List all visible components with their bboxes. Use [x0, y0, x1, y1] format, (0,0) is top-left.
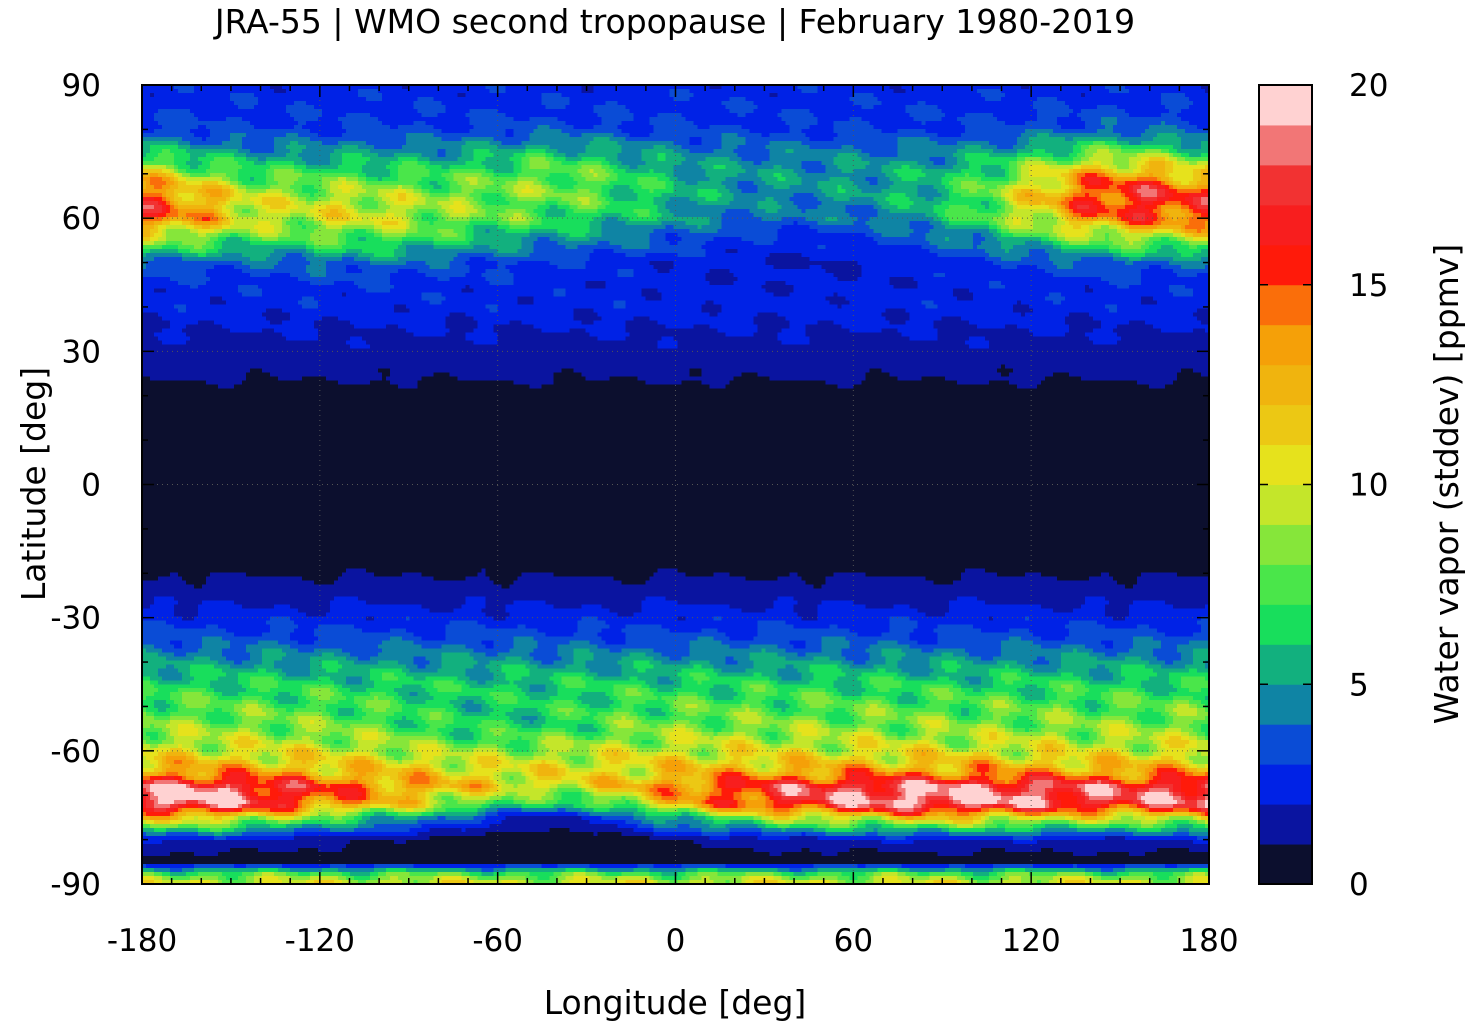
colorbar-tick-label: 20	[1349, 68, 1388, 104]
x-tick-label: 60	[834, 923, 873, 959]
colorbar-tick-label: 0	[1349, 867, 1369, 903]
y-tick-label: 30	[62, 334, 101, 370]
plot-area	[141, 84, 1210, 885]
colorbar-ticks: 0 5 10 15 20	[1259, 68, 1388, 903]
y-tick-label: 60	[62, 201, 101, 237]
colorbar-swatch	[1259, 724, 1312, 765]
x-tick-label: 120	[1002, 923, 1061, 959]
colorbar-tick-label: 5	[1349, 667, 1369, 703]
colorbar-swatch	[1259, 164, 1312, 206]
x-axis-label: Longitude [deg]	[544, 983, 807, 1022]
y-axis-label: Latitude [deg]	[14, 367, 53, 601]
colorbar-swatch	[1259, 204, 1312, 246]
y-tick-label: -60	[50, 734, 101, 770]
x-axis-ticks: -180 -120 -60 0 60 120 180	[107, 923, 1239, 959]
colorbar-swatch	[1259, 124, 1312, 166]
y-tick-label: -90	[50, 867, 101, 903]
x-tick-label: 180	[1179, 923, 1238, 959]
colorbar-tick-label: 10	[1349, 468, 1388, 504]
x-tick-label: 0	[666, 923, 686, 959]
colorbar-label: Water vapor (stddev) [ppmv]	[1427, 244, 1466, 724]
colorbar-swatch	[1259, 364, 1312, 406]
colorbar-swatch	[1259, 284, 1312, 326]
colorbar: 0 5 10 15 20 Water vapor (stddev) [ppmv]	[1258, 68, 1466, 903]
colorbar-swatch	[1259, 604, 1312, 645]
colorbar-swatch	[1259, 524, 1312, 565]
colorbar-swatch	[1259, 324, 1312, 366]
colorbar-swatch	[1259, 684, 1312, 725]
grid-lines	[142, 85, 1209, 884]
colorbar-swatch	[1259, 644, 1312, 685]
colorbar-swatch	[1259, 444, 1312, 485]
y-tick-label: 90	[62, 68, 101, 104]
colorbar-swatches	[1259, 85, 1312, 885]
x-tick-label: -180	[107, 923, 177, 959]
chart-title: JRA-55 | WMO second tropopause | Februar…	[213, 2, 1135, 41]
colorbar-swatch	[1259, 804, 1312, 845]
colorbar-tick-label: 15	[1349, 268, 1388, 304]
y-axis-ticks: 90 60 30 0 -30 -60 -90	[50, 68, 101, 903]
colorbar-swatch	[1259, 484, 1312, 525]
minor-ticks	[141, 84, 1210, 885]
colorbar-swatch	[1259, 85, 1312, 126]
x-tick-label: -60	[472, 923, 523, 959]
colorbar-swatch	[1259, 764, 1312, 805]
x-tick-label: -120	[285, 923, 355, 959]
colorbar-swatch	[1259, 244, 1312, 286]
colorbar-swatch	[1259, 404, 1312, 446]
y-tick-label: -30	[50, 601, 101, 637]
colorbar-swatch	[1259, 844, 1312, 885]
y-tick-label: 0	[81, 468, 101, 504]
colorbar-swatch	[1259, 564, 1312, 605]
